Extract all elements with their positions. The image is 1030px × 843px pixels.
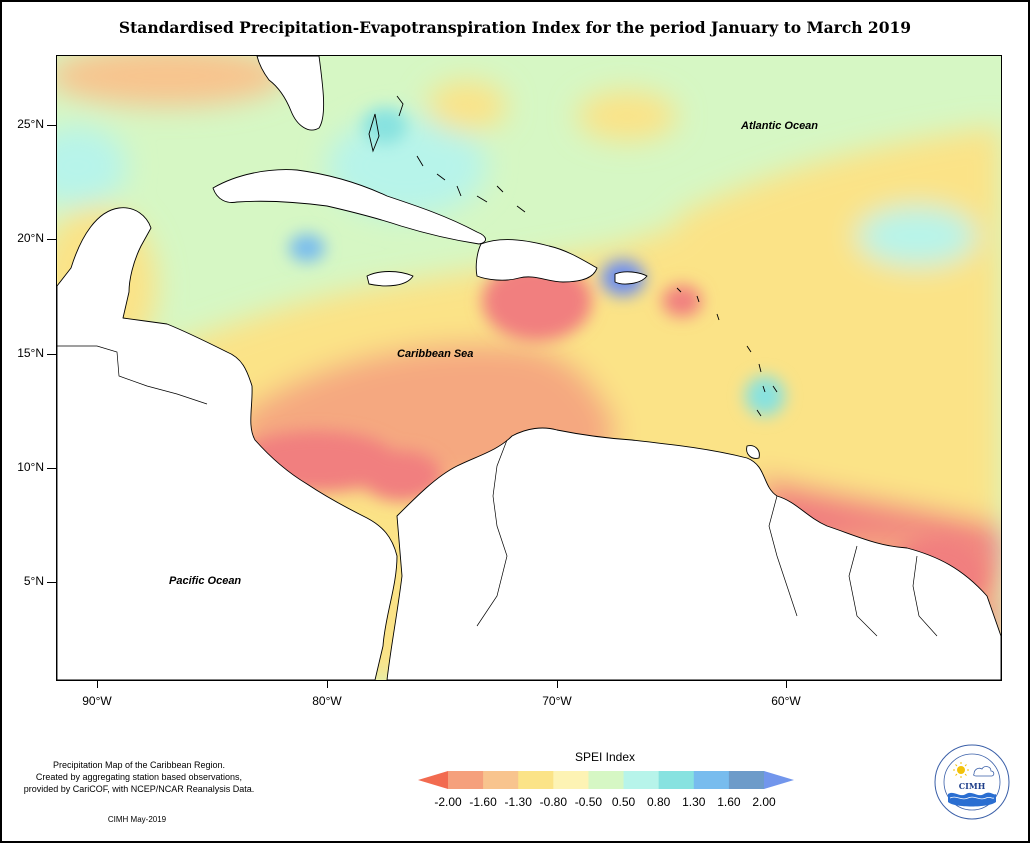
spei-zone-red-colombia (362, 451, 442, 501)
sun-icon (953, 762, 969, 778)
spei-zone-cyan-barbados (745, 376, 785, 416)
spei-zone-wet-west (57, 126, 127, 206)
colorbar-arrow-high (764, 771, 794, 789)
y-axis-label-25n: 25°N (17, 117, 44, 131)
land-lesser-antilles (676, 287, 778, 417)
spei-zone-yellow-ne (427, 81, 507, 131)
x-axis-label-70w: 70°W (542, 694, 572, 708)
colorbar-tick-label: -1.60 (469, 795, 497, 809)
map-description-note: Precipitation Map of the Caribbean Regio… (8, 759, 270, 795)
x-axis-tick (97, 680, 98, 688)
x-axis-tick (786, 680, 787, 688)
x-axis-label-60w: 60°W (771, 694, 801, 708)
x-axis-tick (327, 680, 328, 688)
border-venezuela-guyana (768, 495, 798, 617)
map-title: Standardised Precipitation-Evapotranspir… (118, 18, 912, 37)
land-hispaniola (475, 239, 598, 283)
cloud-icon (973, 766, 995, 777)
x-axis-tick (557, 680, 558, 688)
colorbar-tick-label: 1.30 (682, 795, 706, 809)
colorbar-tick-label: -1.30 (504, 795, 532, 809)
colorbar-swatch (693, 771, 730, 789)
colorbar-tick-label: 2.00 (752, 795, 776, 809)
note-line: provided by CariCOF, with NCEP/NCAR Rean… (23, 784, 255, 794)
y-axis-label-5n: 5°N (23, 574, 44, 588)
x-axis-label-80w: 80°W (312, 694, 342, 708)
border-guyana-suriname (848, 545, 878, 637)
colorbar-arrow-low (418, 771, 448, 789)
x-axis-label-90w: 90°W (82, 694, 112, 708)
spei-zone-blue-cayman (289, 234, 325, 262)
border-mexico-guatemala (57, 345, 208, 405)
colorbar-swatch (623, 771, 660, 789)
spei-zone-red-antilles (662, 285, 702, 317)
border-suriname-guiana (912, 555, 938, 637)
land-puerto-rico (614, 271, 648, 285)
colorbar-svg (418, 771, 794, 789)
land-cuba (212, 169, 486, 245)
land-trinidad (746, 445, 760, 459)
land-bahamas-islands (416, 155, 526, 213)
legend-title: SPEI Index (574, 750, 636, 764)
y-axis-tick (47, 582, 56, 583)
waves-icon (948, 792, 996, 807)
colorbar-tick-label: 1.60 (717, 795, 741, 809)
label-pacific-ocean: Pacific Ocean (169, 575, 242, 587)
spei-colorbar: -2.00 -1.60 -1.30 -0.80 -0.50 0.50 0.80 1.30 1.6… (418, 771, 794, 809)
colorbar-tick-label: 0.50 (611, 795, 636, 809)
colorbar-swatch (518, 771, 554, 789)
label-caribbean-sea: Caribbean Sea (397, 348, 474, 360)
land-bahamas-andros (368, 113, 380, 153)
colorbar-swatch (588, 771, 625, 789)
colorbar-tick-label: -0.80 (539, 795, 568, 809)
y-axis-label-15n: 15°N (17, 346, 44, 360)
spei-zone-wet-east (857, 206, 977, 266)
spei-map: Atlantic Ocean Caribbean Sea Pacific Oce… (56, 55, 1002, 681)
land-jamaica (366, 271, 414, 287)
land-florida (256, 56, 325, 131)
y-axis-label-20n: 20°N (17, 231, 44, 245)
map-credit: CIMH May-2019 (107, 815, 167, 824)
land-central-america (57, 207, 398, 680)
y-axis-tick (47, 354, 56, 355)
note-line: Created by aggregating station based obs… (35, 772, 243, 782)
logo-text: CIMH (959, 781, 986, 791)
colorbar-tick-label: -2.00 (434, 795, 462, 809)
label-atlantic-ocean: Atlantic Ocean (741, 120, 819, 132)
y-axis-tick (47, 125, 56, 126)
y-axis-tick (47, 239, 56, 240)
y-axis-label-10n: 10°N (17, 460, 44, 474)
spei-zone-blue-bahamas (363, 108, 407, 144)
colorbar-swatch (483, 771, 519, 789)
colorbar-tick-label: 0.80 (646, 795, 671, 809)
note-line: Precipitation Map of the Caribbean Regio… (52, 760, 226, 770)
colorbar-swatch (448, 771, 484, 789)
y-axis-tick (47, 468, 56, 469)
spei-zone-orange-north (57, 56, 287, 106)
land-south-america (386, 427, 1001, 680)
colorbar-swatch (728, 771, 765, 789)
spei-zone-yellow-ne2 (577, 91, 677, 141)
land-bahamas-abaco (396, 95, 404, 117)
colorbar-swatch (553, 771, 589, 789)
colorbar-swatch (658, 771, 695, 789)
border-colombia-venezuela (476, 439, 508, 627)
colorbar-tick-label: -0.50 (574, 795, 603, 809)
cimh-logo: CIMH (934, 744, 1010, 820)
